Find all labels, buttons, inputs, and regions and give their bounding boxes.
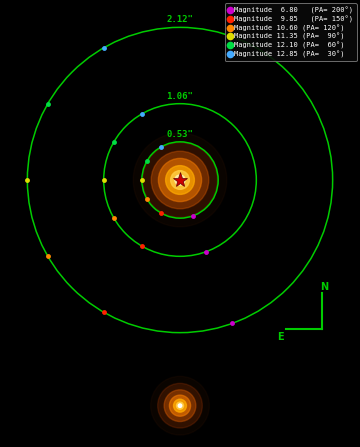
Text: N: N	[320, 282, 328, 292]
Circle shape	[178, 178, 182, 182]
Circle shape	[170, 395, 190, 416]
Circle shape	[158, 384, 202, 428]
Circle shape	[133, 133, 227, 227]
Circle shape	[150, 376, 210, 435]
Circle shape	[166, 165, 194, 194]
Text: 1.06": 1.06"	[167, 92, 193, 101]
Circle shape	[171, 171, 189, 190]
Circle shape	[143, 143, 217, 217]
Circle shape	[174, 399, 186, 412]
Text: E: E	[278, 332, 284, 342]
Text: 0.53": 0.53"	[167, 130, 193, 139]
Legend: Magnitude  6.80   (PA= 200°), Magnitude  9.85   (PA= 150°), Magnitude 10.60 (PA=: Magnitude 6.80 (PA= 200°), Magnitude 9.8…	[225, 4, 356, 61]
Circle shape	[164, 390, 196, 422]
Text: 2.12": 2.12"	[167, 15, 193, 24]
Circle shape	[151, 151, 209, 209]
Circle shape	[175, 175, 185, 185]
Circle shape	[176, 402, 184, 409]
Circle shape	[178, 404, 182, 407]
Circle shape	[158, 158, 202, 202]
